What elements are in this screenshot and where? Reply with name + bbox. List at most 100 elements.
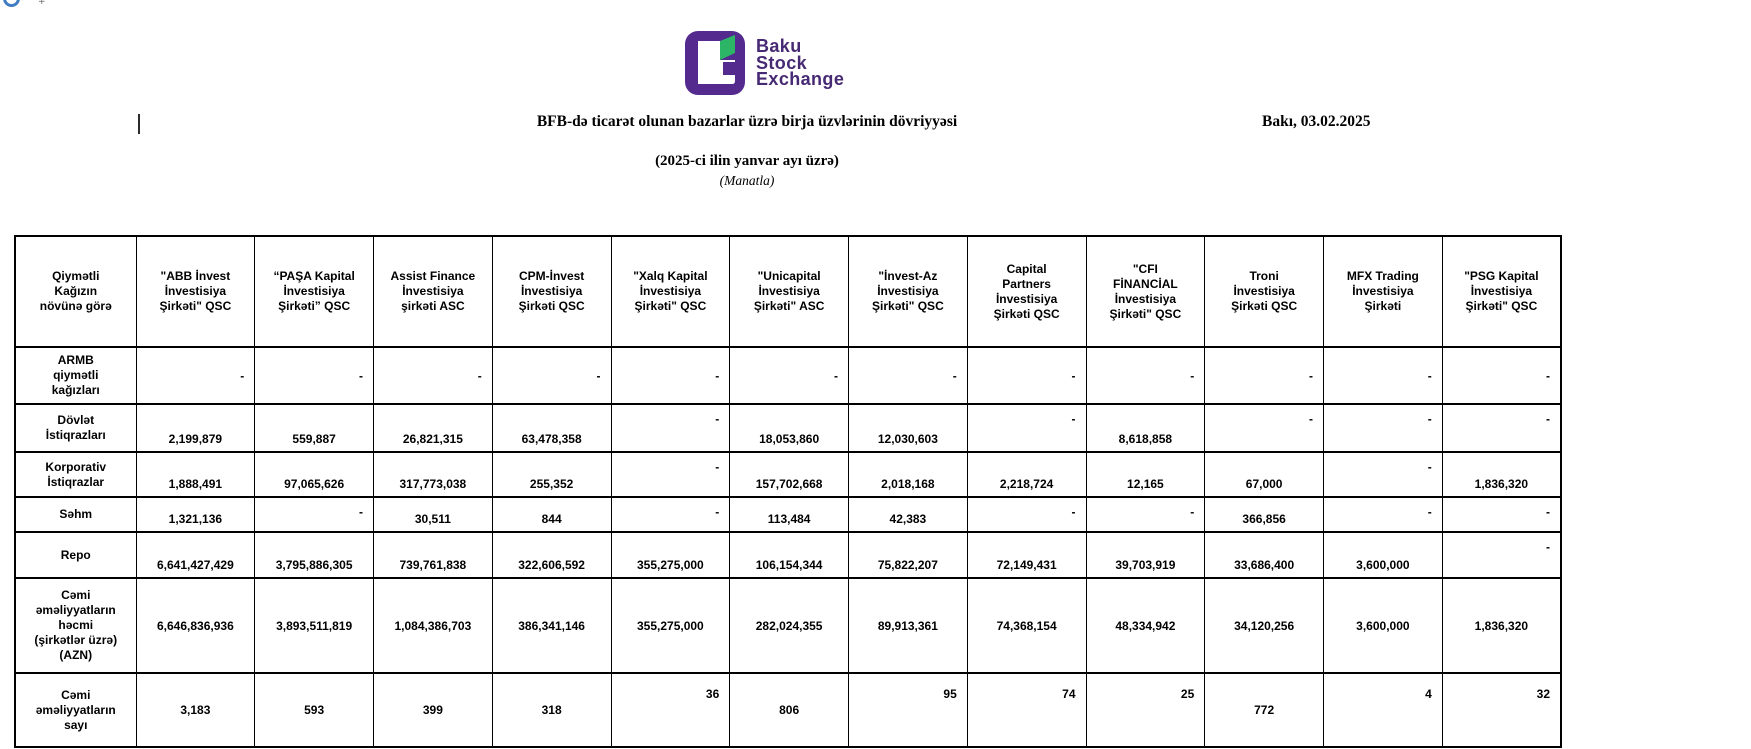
table-cell: - — [1441, 346, 1562, 405]
table-cell: 3,893,511,819 — [254, 577, 374, 674]
table-cell: - — [1323, 496, 1443, 533]
report-subtitle: (2025-ci ilin yanvar ayı üzrə) — [655, 153, 839, 169]
table-cell: - — [1441, 496, 1562, 533]
column-header: "İnvest-Az İnvestisiya Şirkəti" QSC — [848, 235, 968, 348]
table-cell: 559,887 — [254, 403, 374, 453]
column-header: "Xalq Kapital İnvestisiya Şirkəti" QSC — [610, 235, 731, 348]
column-header: “PAŞA Kapital İnvestisiya Şirkəti” QSC — [254, 235, 374, 348]
row-label: ARMB qiymətli kağızları — [14, 346, 137, 405]
table-cell: 806 — [729, 672, 849, 748]
table-cell: 282,024,355 — [729, 577, 849, 674]
table-cell: - — [966, 496, 1087, 533]
table-cell: 1,836,320 — [1441, 577, 1562, 674]
table-cell: 113,484 — [729, 496, 849, 533]
table-cell: - — [135, 346, 256, 405]
unit-note: (Manatla) — [719, 173, 775, 188]
bse-logo-mark-icon — [685, 31, 745, 95]
table-cell: 12,030,603 — [848, 403, 968, 453]
row-label: Cəmi əməliyyatların həcmi (şirkətlər üzr… — [14, 577, 137, 674]
table-row: Cəmi əməliyyatların həcmi (şirkətlər üzr… — [14, 577, 1562, 674]
table-row: Repo 6,641,427,429 3,795,886,305 739,761,83… — [14, 531, 1562, 579]
small-marker-icon: + — [38, 0, 46, 7]
row-label: Repo — [14, 531, 137, 579]
browser-badge-icon[interactable] — [3, 0, 20, 7]
turnover-table: Qiymətli Kağızın növünə görə "ABB İnvest … — [14, 235, 1562, 748]
table-cell: 4 — [1323, 672, 1443, 748]
logo-text-line2: Stock — [756, 52, 808, 73]
table-cell: - — [1323, 451, 1443, 498]
table-row: Səhm 1,321,136-30,511 844-113,484 42,383- -3… — [14, 496, 1562, 533]
table-cell: - — [373, 346, 493, 405]
table-cell: 74 — [966, 672, 1087, 748]
column-header: Troni İnvestisiya Şirkəti QSC — [1204, 235, 1324, 348]
table-cell: - — [610, 451, 731, 498]
table-cell: 1,084,386,703 — [373, 577, 493, 674]
table-cell: - — [610, 403, 731, 453]
table-cell: - — [610, 496, 731, 533]
column-header: MFX Trading İnvestisiya Şirkəti — [1323, 235, 1443, 348]
table-cell: 75,822,207 — [848, 531, 968, 579]
table-cell: 33,686,400 — [1204, 531, 1324, 579]
table-cell: - — [966, 403, 1087, 453]
column-header: CPM-İnvest İnvestisiya Şirkəti QSC — [491, 235, 612, 348]
table-cell: 2,218,724 — [966, 451, 1087, 498]
column-header: "Unicapital İnvestisiya Şirkəti" ASC — [729, 235, 849, 348]
table-cell: 386,341,146 — [491, 577, 612, 674]
table-cell: 2,018,168 — [848, 451, 968, 498]
table-cell: - — [966, 346, 1087, 405]
table-cell: 67,000 — [1204, 451, 1324, 498]
table-cell: 6,646,836,936 — [135, 577, 256, 674]
table-row: Dövlət İstiqrazları 2,199,879 559,887 26,82… — [14, 403, 1562, 453]
table-cell: - — [610, 346, 731, 405]
table-cell: 3,600,000 — [1323, 577, 1443, 674]
table-cell: - — [1085, 346, 1206, 405]
report-title: BFB-də ticarət olunan bazarlar üzrə birj… — [536, 113, 958, 130]
table-cell: 1,888,491 — [135, 451, 256, 498]
table-cell: 1,836,320 — [1441, 451, 1562, 498]
table-cell: 318 — [491, 672, 612, 748]
table-cell: - — [1085, 496, 1206, 533]
text-cursor — [138, 114, 140, 134]
table-cell: 399 — [373, 672, 493, 748]
table-cell: 8,618,858 — [1085, 403, 1206, 453]
table-cell: 3,600,000 — [1323, 531, 1443, 579]
table-cell: 48,334,942 — [1085, 577, 1206, 674]
table-cell: 97,065,626 — [254, 451, 374, 498]
table-cell: 26,821,315 — [373, 403, 493, 453]
table-cell: - — [1323, 403, 1443, 453]
table-cell: 74,368,154 — [966, 577, 1087, 674]
table-row: Cəmi əməliyyatların sayı 3,183 593 399 318 36… — [14, 672, 1562, 748]
bse-logo: Baku Stock Exchange — [685, 31, 844, 95]
table-cell: 18,053,860 — [729, 403, 849, 453]
table-cell: 772 — [1204, 672, 1324, 748]
table-cell: - — [1441, 403, 1562, 453]
column-header: Assist Finance İnvestisiya şirkəti ASC — [373, 235, 493, 348]
column-header: "PSG Kapital İnvestisiya Şirkəti" QSC — [1441, 235, 1562, 348]
table-cell: 2,199,879 — [135, 403, 256, 453]
table-cell: 89,913,361 — [848, 577, 968, 674]
table-cell: 844 — [491, 496, 612, 533]
table-cell: - — [254, 346, 374, 405]
column-header: "ABB İnvest İnvestisiya Şirkəti" QSC — [135, 235, 256, 348]
table-cell: 3,795,886,305 — [254, 531, 374, 579]
table-cell: 366,856 — [1204, 496, 1324, 533]
table-cell: 25 — [1085, 672, 1206, 748]
table-cell: 63,478,358 — [491, 403, 612, 453]
table-cell: 42,383 — [848, 496, 968, 533]
table-cell: 30,511 — [373, 496, 493, 533]
table-cell: 72,149,431 — [966, 531, 1087, 579]
column-header: "CFI FİNANCİAL İnvestisiya Şirkəti" QSC — [1085, 235, 1206, 348]
logo-text-line3: Exchange — [756, 69, 845, 89]
table-cell: 106,154,344 — [729, 531, 849, 579]
table-cell: 34,120,256 — [1204, 577, 1324, 674]
table-cell: 355,275,000 — [610, 577, 731, 674]
table-cell: 322,606,592 — [491, 531, 612, 579]
table-cell: 12,165 — [1085, 451, 1206, 498]
corner-header: Qiymətli Kağızın növünə görə — [14, 235, 137, 348]
table-cell: 36 — [610, 672, 731, 748]
table-cell: 95 — [848, 672, 968, 748]
table-cell: 317,773,038 — [373, 451, 493, 498]
table-cell: 39,703,919 — [1085, 531, 1206, 579]
row-label: Cəmi əməliyyatların sayı — [14, 672, 137, 748]
table-cell: 157,702,668 — [729, 451, 849, 498]
